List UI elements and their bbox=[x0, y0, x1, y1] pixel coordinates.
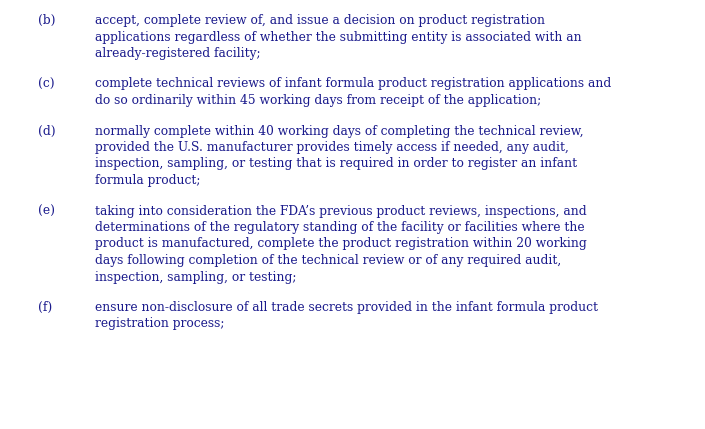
Text: (c): (c) bbox=[38, 78, 54, 91]
Text: determinations of the regulatory standing of the facility or facilities where th: determinations of the regulatory standin… bbox=[95, 221, 584, 234]
Text: complete technical reviews of infant formula product registration applications a: complete technical reviews of infant for… bbox=[95, 78, 611, 91]
Text: ensure non-disclosure of all trade secrets provided in the infant formula produc: ensure non-disclosure of all trade secre… bbox=[95, 301, 598, 314]
Text: accept, complete review of, and issue a decision on product registration: accept, complete review of, and issue a … bbox=[95, 14, 545, 27]
Text: provided the U.S. manufacturer provides timely access if needed, any audit,: provided the U.S. manufacturer provides … bbox=[95, 141, 569, 154]
Text: (e): (e) bbox=[38, 205, 55, 218]
Text: applications regardless of whether the submitting entity is associated with an: applications regardless of whether the s… bbox=[95, 30, 582, 43]
Text: (f): (f) bbox=[38, 301, 52, 314]
Text: days following completion of the technical review or of any required audit,: days following completion of the technic… bbox=[95, 254, 561, 267]
Text: formula product;: formula product; bbox=[95, 174, 200, 187]
Text: taking into consideration the FDA’s previous product reviews, inspections, and: taking into consideration the FDA’s prev… bbox=[95, 205, 587, 218]
Text: already-registered facility;: already-registered facility; bbox=[95, 47, 261, 60]
Text: registration process;: registration process; bbox=[95, 317, 224, 330]
Text: do so ordinarily within 45 working days from receipt of the application;: do so ordinarily within 45 working days … bbox=[95, 94, 541, 107]
Text: normally complete within 40 working days of completing the technical review,: normally complete within 40 working days… bbox=[95, 124, 584, 138]
Text: inspection, sampling, or testing that is required in order to register an infant: inspection, sampling, or testing that is… bbox=[95, 157, 577, 170]
Text: (b): (b) bbox=[38, 14, 56, 27]
Text: (d): (d) bbox=[38, 124, 56, 138]
Text: product is manufactured, complete the product registration within 20 working: product is manufactured, complete the pr… bbox=[95, 238, 587, 251]
Text: inspection, sampling, or testing;: inspection, sampling, or testing; bbox=[95, 271, 297, 284]
